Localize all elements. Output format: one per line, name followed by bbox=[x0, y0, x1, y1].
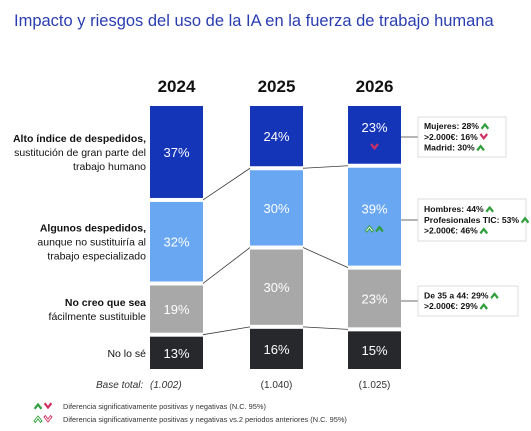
chart-title: Impacto y riesgos del uso de la IA en la… bbox=[14, 12, 495, 30]
series-label: aunque no sustituiría al bbox=[37, 237, 146, 249]
series-label: No lo sé bbox=[107, 348, 146, 360]
data-label: 23% bbox=[361, 120, 387, 135]
up-arrow-icon bbox=[364, 224, 375, 233]
data-label: 24% bbox=[263, 129, 289, 144]
connector-line bbox=[302, 326, 349, 330]
data-label: 13% bbox=[163, 346, 189, 361]
connector-line bbox=[202, 247, 251, 284]
base-total-value: (1.002) bbox=[150, 380, 182, 391]
year-label: 2024 bbox=[158, 77, 196, 96]
up-arrow-icon bbox=[485, 205, 494, 213]
up-arrow-icon bbox=[33, 415, 43, 424]
base-total-label: Base total: bbox=[96, 380, 143, 391]
annotation-text: >2.000€: 16% bbox=[424, 132, 478, 142]
legend-text: Diferencia significativamente positivas … bbox=[63, 415, 347, 424]
year-label: 2026 bbox=[356, 77, 394, 96]
series-label: sustitución de gran parte del bbox=[14, 147, 146, 159]
connector-line bbox=[202, 167, 251, 201]
connector-lines bbox=[202, 165, 349, 336]
down-arrow-icon bbox=[43, 414, 53, 423]
data-label: 19% bbox=[163, 302, 189, 317]
down-arrow-icon bbox=[479, 133, 489, 141]
data-label: 15% bbox=[361, 343, 387, 358]
up-arrow-icon bbox=[375, 225, 384, 233]
bar-segment bbox=[250, 249, 303, 325]
annotations-group: Mujeres: 28%>2.000€: 16%Madrid: 30% Hombr… bbox=[401, 116, 530, 317]
bar-segment bbox=[150, 285, 203, 333]
annotation-text: Madrid: 30% bbox=[424, 143, 475, 153]
annotation-box bbox=[417, 116, 507, 158]
bar-segment bbox=[348, 106, 401, 164]
series-label: Algunos despedidos, bbox=[40, 223, 146, 235]
data-label: 37% bbox=[163, 145, 189, 160]
annotation-text: Profesionales TIC: 53% bbox=[424, 215, 519, 225]
up-arrow-icon bbox=[479, 302, 489, 310]
connector-line bbox=[302, 247, 349, 268]
bar-segment bbox=[250, 170, 303, 246]
bar-segment bbox=[150, 106, 203, 198]
down-arrow-icon bbox=[370, 143, 379, 151]
up-arrow-icon bbox=[476, 144, 485, 152]
base-total-value: (1.025) bbox=[359, 380, 391, 391]
data-label: 23% bbox=[361, 291, 387, 306]
series-label: No creo que sea bbox=[65, 297, 146, 309]
up-arrow-icon bbox=[480, 122, 490, 130]
year-label: 2025 bbox=[258, 77, 296, 96]
annotation-box bbox=[417, 285, 519, 317]
bar-segment bbox=[348, 269, 401, 328]
base-total-value: (1.040) bbox=[261, 380, 293, 391]
annotation-text: Hombres: 44% bbox=[424, 204, 484, 214]
series-label: trabajo especializado bbox=[47, 251, 146, 263]
legend: Diferencia significativamente positivas … bbox=[33, 402, 347, 424]
bar-segment bbox=[150, 201, 203, 282]
connector-line bbox=[202, 326, 251, 336]
bar-segment bbox=[348, 167, 401, 266]
data-label: 16% bbox=[263, 342, 289, 357]
data-label: 30% bbox=[263, 201, 289, 216]
down-arrow-icon bbox=[43, 402, 53, 410]
series-label: fácilmente sustituible bbox=[49, 311, 147, 323]
series-label: trabajo humano bbox=[73, 161, 146, 173]
base-totals: Base total: (1.002) (1.040) (1.025) bbox=[96, 380, 390, 391]
up-arrow-icon bbox=[520, 216, 530, 224]
annotation-box bbox=[417, 198, 527, 242]
annotation-text: >2.000€: 46% bbox=[424, 226, 478, 236]
bar-segment bbox=[250, 106, 303, 167]
up-arrow-icon bbox=[490, 292, 499, 300]
data-label: 30% bbox=[263, 280, 289, 295]
annotation-text: >2.000€: 29% bbox=[424, 301, 478, 311]
bar-segment bbox=[150, 336, 203, 369]
data-label: 32% bbox=[163, 235, 189, 250]
connector-line bbox=[302, 165, 349, 169]
bar-segment bbox=[250, 328, 303, 369]
bar-segment bbox=[348, 331, 401, 369]
data-label: 39% bbox=[361, 202, 387, 217]
series-label: Alto índice de despedidos, bbox=[13, 133, 146, 145]
annotation-text: Mujeres: 28% bbox=[424, 121, 479, 131]
up-arrow-icon bbox=[479, 227, 489, 235]
up-arrow-icon bbox=[33, 402, 43, 410]
legend-text: Diferencia significativamente positivas … bbox=[63, 402, 266, 411]
annotation-text: De 35 a 44: 29% bbox=[424, 290, 489, 300]
row-labels: Alto índice de despedidos, sustitución de… bbox=[13, 133, 146, 360]
bars-group: 2024 37% 32% 19% 13% 2025 24% 30% 30% 16% 2026 23% 3… bbox=[150, 77, 401, 369]
